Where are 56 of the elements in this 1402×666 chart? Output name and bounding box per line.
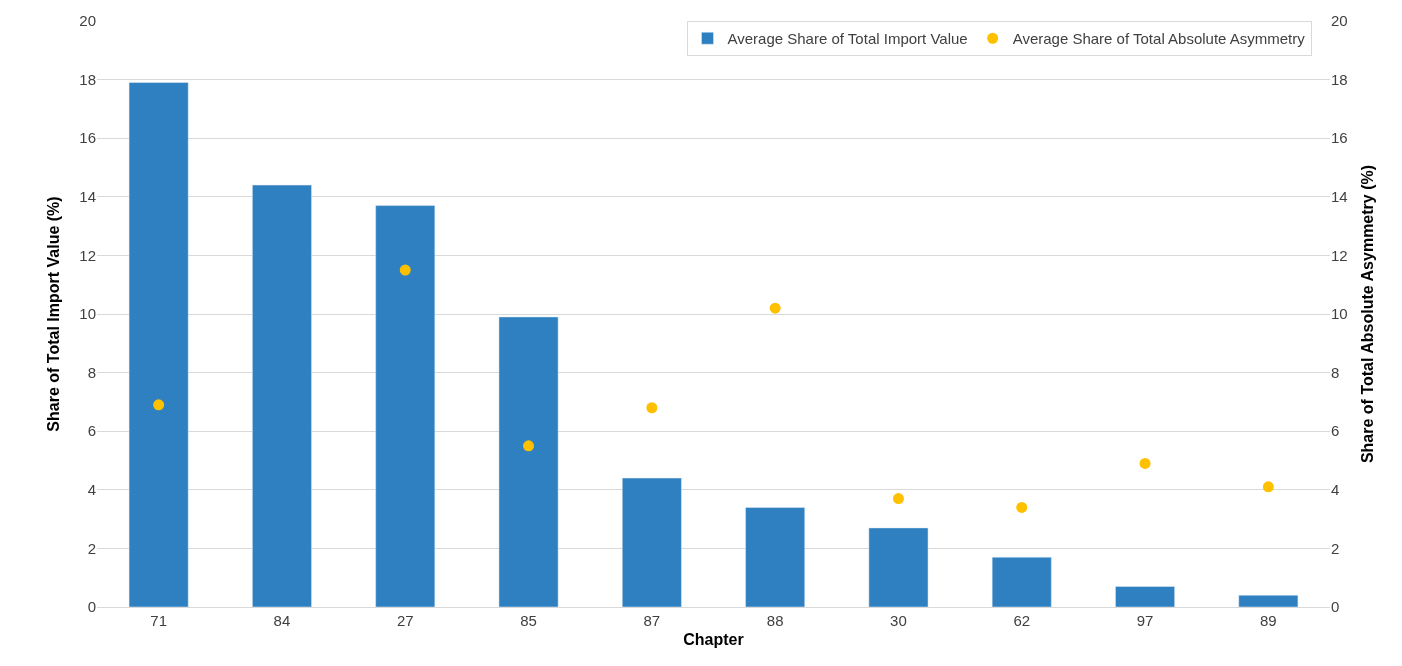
x-tick-label: 89 bbox=[1260, 612, 1277, 629]
point bbox=[523, 440, 535, 452]
bar bbox=[1115, 586, 1175, 607]
y-tick-label: 10 bbox=[79, 305, 96, 323]
legend-label: Average Share of Total Absolute Asymmetry bbox=[1012, 30, 1306, 48]
x-tick-label: 87 bbox=[643, 612, 661, 629]
y-tick-label: 6 bbox=[87, 422, 96, 440]
bar bbox=[991, 556, 1052, 607]
point bbox=[646, 402, 658, 414]
y2-tick-label: 4 bbox=[1331, 481, 1340, 499]
y-tick-label: 8 bbox=[87, 363, 96, 381]
bar bbox=[745, 507, 805, 607]
bar bbox=[868, 527, 929, 607]
x-axis-title: Chapter bbox=[683, 630, 744, 648]
y-tick-label: 12 bbox=[79, 246, 96, 264]
x-tick-label: 62 bbox=[1013, 612, 1031, 629]
y-tick-label: 2 bbox=[87, 539, 96, 557]
point bbox=[892, 493, 904, 505]
y2-tick-label: 18 bbox=[1331, 70, 1348, 88]
point bbox=[399, 264, 411, 276]
x-tick-label: 30 bbox=[890, 612, 907, 629]
y2-tick-label: 6 bbox=[1331, 422, 1340, 440]
x-tick-label: 84 bbox=[273, 612, 291, 629]
y2-tick-label: 20 bbox=[1331, 12, 1348, 30]
y-tick-label: 14 bbox=[79, 188, 96, 206]
bar bbox=[375, 205, 436, 607]
y-tick-label: 18 bbox=[79, 70, 96, 88]
bar bbox=[128, 82, 189, 607]
y2-tick-label: 16 bbox=[1331, 129, 1348, 147]
point bbox=[1262, 481, 1274, 493]
x-tick-label: 71 bbox=[150, 612, 167, 629]
y-tick-label: 0 bbox=[87, 598, 96, 616]
y2-axis-title: Share of Total Absolute Asymmetry (%) bbox=[1359, 164, 1377, 464]
point bbox=[1139, 457, 1151, 469]
bar bbox=[1238, 595, 1299, 607]
y2-tick-label: 10 bbox=[1331, 305, 1348, 323]
x-tick-label: 85 bbox=[520, 612, 537, 629]
legend-label: Average Share of Total Import Value bbox=[727, 30, 968, 48]
point bbox=[153, 399, 165, 411]
y2-tick-label: 14 bbox=[1331, 188, 1348, 206]
x-tick-label: 88 bbox=[766, 612, 784, 629]
bar bbox=[252, 184, 312, 607]
point bbox=[1016, 501, 1028, 513]
y2-tick-label: 2 bbox=[1331, 539, 1340, 557]
y2-tick-label: 8 bbox=[1331, 363, 1340, 381]
x-tick-label: 97 bbox=[1136, 612, 1154, 629]
y-axis-title: Share of Total Import Value (%) bbox=[45, 196, 63, 432]
y-tick-label: 16 bbox=[79, 129, 96, 147]
y2-tick-label: 12 bbox=[1331, 246, 1348, 264]
x-tick-label: 27 bbox=[396, 612, 414, 629]
y-tick-label: 4 bbox=[87, 481, 96, 499]
y-tick-label: 20 bbox=[79, 12, 96, 30]
bar bbox=[622, 477, 682, 607]
bar bbox=[498, 316, 559, 607]
y2-tick-label: 0 bbox=[1331, 598, 1340, 616]
point bbox=[769, 302, 781, 314]
